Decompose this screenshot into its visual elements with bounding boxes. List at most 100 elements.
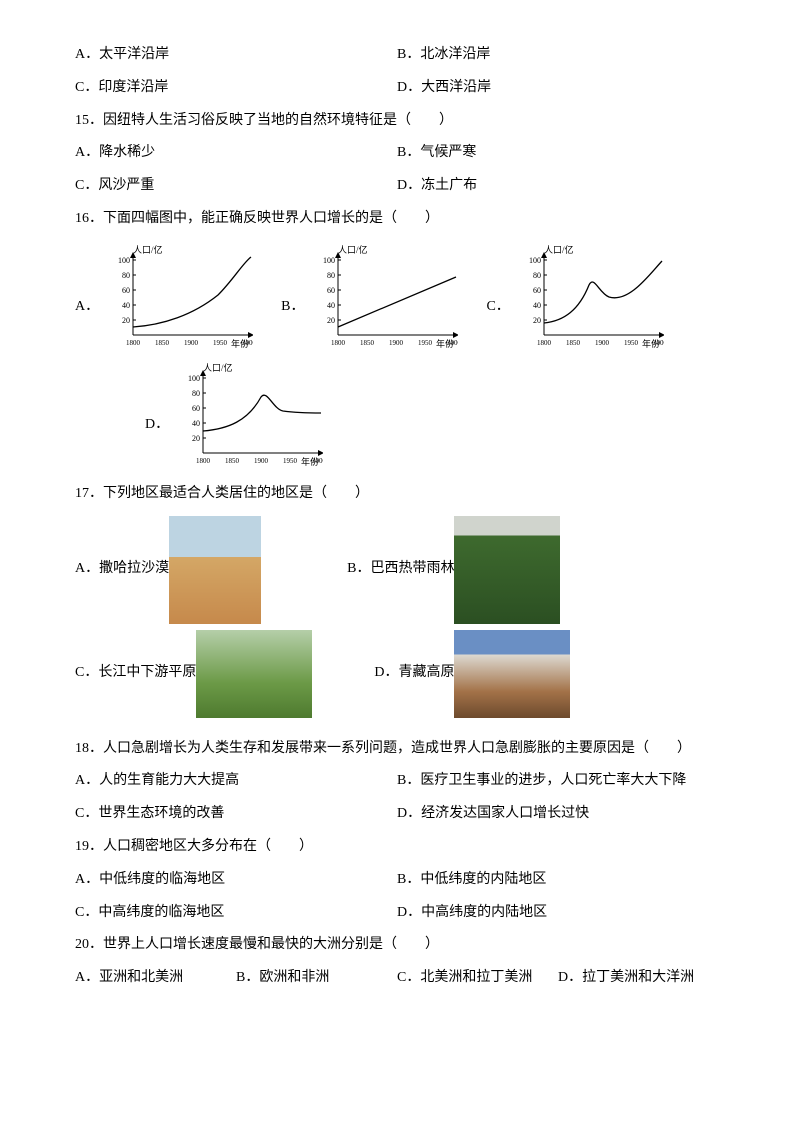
q18-opt-b: B．医疗卫生事业的进步，人口死亡率大大下降 [397,766,719,797]
svg-text:60: 60 [327,286,335,295]
q14-opt-a: A．太平洋沿岸 [75,40,397,71]
svg-text:1900: 1900 [184,339,199,347]
svg-text:100: 100 [188,374,200,383]
svg-text:1950: 1950 [418,339,433,347]
q16-chart-a: 人口/亿 20 40 60 80 100 1800185019001950200… [103,243,253,353]
q14-opt-b: B．北冰洋沿岸 [397,40,719,71]
svg-text:20: 20 [192,434,200,443]
q19-opt-d: D．中高纬度的内陆地区 [397,898,719,929]
q15-stem: 15．因纽特人生活习俗反映了当地的自然环境特征是（ ） [75,106,719,137]
q20-opt-a: A．亚洲和北美洲 [75,963,236,994]
svg-text:40: 40 [122,301,130,310]
q20-opt-c: C．北美洲和拉丁美洲 [397,963,558,994]
q17-opt-a: A．撒哈拉沙漠 [75,554,169,585]
q19-stem: 19．人口稠密地区大多分布在（ ） [75,832,719,863]
q16-label-b: B． [281,292,304,353]
svg-text:1800: 1800 [196,457,211,465]
svg-text:100: 100 [529,256,541,265]
q17-opt-c: C．长江中下游平原 [75,658,196,689]
plateau-image [454,630,570,718]
q16-stem: 16．下面四幅图中，能正确反映世界人口增长的是（ ） [75,204,719,235]
rainforest-image [454,516,560,624]
q18-opt-c: C．世界生态环境的改善 [75,799,397,830]
q16-chart-d: 人口/亿 20 40 60 80 100 1800185019001950200… [173,361,323,471]
q19-opt-a: A．中低纬度的临海地区 [75,865,397,896]
q16-charts-row2: D． 人口/亿 20 40 60 80 100 1800185019001950… [145,361,719,471]
curve-d [203,395,321,431]
q15-opt-c: C．风沙严重 [75,171,397,202]
q15-opt-d: D．冻土广布 [397,171,719,202]
q17-opt-b-wrap: B．巴西热带雨林 [347,516,560,624]
q17-row2: C．长江中下游平原 D．青藏高原 [75,630,719,718]
q20-opts: A．亚洲和北美洲 B．欧洲和非洲 C．北美洲和拉丁美洲 D．拉丁美洲和大洋洲 [75,963,719,994]
svg-text:60: 60 [122,286,130,295]
q17-opt-c-wrap: C．长江中下游平原 [75,630,312,718]
q16-charts-row1: A． 人口/亿 20 40 60 80 100 1800 1850 1900 1950… [75,243,719,353]
svg-text:年份: 年份 [436,338,454,349]
svg-text:60: 60 [533,286,541,295]
svg-text:80: 80 [533,271,541,280]
svg-text:80: 80 [122,271,130,280]
svg-text:60: 60 [192,404,200,413]
q17-row1: A．撒哈拉沙漠 B．巴西热带雨林 [75,516,719,624]
q19-opt-c: C．中高纬度的临海地区 [75,898,397,929]
svg-text:1850: 1850 [155,339,170,347]
svg-text:20: 20 [327,316,335,325]
svg-text:20: 20 [533,316,541,325]
svg-text:40: 40 [192,419,200,428]
svg-text:1950: 1950 [283,457,298,465]
q16-chart-a-wrap: A． 人口/亿 20 40 60 80 100 1800185019001950… [75,243,253,353]
q14-opt-c: C．印度洋沿岸 [75,73,397,104]
q18-opt-a: A．人的生育能力大大提高 [75,766,397,797]
q18-opt-d: D．经济发达国家人口增长过快 [397,799,719,830]
svg-text:人口/亿: 人口/亿 [544,244,574,255]
svg-text:1850: 1850 [566,339,581,347]
q19-opt-b: B．中低纬度的内陆地区 [397,865,719,896]
q15-opt-b: B．气候严寒 [397,138,719,169]
q18-row2: C．世界生态环境的改善 D．经济发达国家人口增长过快 [75,799,719,830]
plain-image [196,630,312,718]
curve-b [338,277,456,327]
q16-chart-c-wrap: C． 人口/亿 20 40 60 80 100 1800185019001950… [486,243,663,353]
ylabel: 人口/亿 [133,244,163,255]
svg-text:1950: 1950 [624,339,639,347]
svg-text:1800: 1800 [126,339,141,347]
svg-text:人口/亿: 人口/亿 [338,244,368,255]
svg-text:20: 20 [122,316,130,325]
svg-text:100: 100 [323,256,335,265]
svg-text:100: 100 [118,256,130,265]
q16-chart-c: 人口/亿 20 40 60 80 100 1800185019001950200… [514,243,664,353]
q15-opt-a: A．降水稀少 [75,138,397,169]
q17-opt-b: B．巴西热带雨林 [347,554,454,585]
curve-a [133,257,251,327]
q16-label-a: A． [75,292,99,353]
q14-opt-d: D．大西洋沿岸 [397,73,719,104]
q16-label-c: C． [486,292,509,353]
q17-stem: 17．下列地区最适合人类居住的地区是（ ） [75,479,719,510]
svg-text:1900: 1900 [389,339,404,347]
q14-options-row2: C．印度洋沿岸 D．大西洋沿岸 [75,73,719,104]
q20-stem: 20．世界上人口增长速度最慢和最快的大洲分别是（ ） [75,930,719,961]
svg-text:人口/亿: 人口/亿 [203,362,233,373]
q18-row1: A．人的生育能力大大提高 B．医疗卫生事业的进步，人口死亡率大大下降 [75,766,719,797]
q17-opt-a-wrap: A．撒哈拉沙漠 [75,516,261,624]
q16-chart-d-wrap: D． 人口/亿 20 40 60 80 100 1800185019001950… [145,361,323,471]
desert-image [169,516,261,624]
q16-chart-b-wrap: B． 人口/亿 20 40 60 80 100 1800185019001950… [281,243,458,353]
q16-chart-b: 人口/亿 20 40 60 80 100 1800185019001950200… [308,243,458,353]
svg-text:80: 80 [192,389,200,398]
svg-text:1900: 1900 [254,457,269,465]
svg-text:1850: 1850 [225,457,240,465]
q19-row2: C．中高纬度的临海地区 D．中高纬度的内陆地区 [75,898,719,929]
q20-opt-d: D．拉丁美洲和大洋洲 [558,963,719,994]
q19-row1: A．中低纬度的临海地区 B．中低纬度的内陆地区 [75,865,719,896]
svg-text:1800: 1800 [537,339,552,347]
svg-text:年份: 年份 [231,338,249,349]
q14-options-row1: A．太平洋沿岸 B．北冰洋沿岸 [75,40,719,71]
q17-opt-d: D．青藏高原 [374,658,454,689]
svg-text:80: 80 [327,271,335,280]
svg-text:1900: 1900 [595,339,610,347]
curve-c [544,261,662,323]
q20-opt-b: B．欧洲和非洲 [236,963,397,994]
q18-stem: 18．人口急剧增长为人类生存和发展带来一系列问题，造成世界人口急剧膨胀的主要原因… [75,734,719,765]
